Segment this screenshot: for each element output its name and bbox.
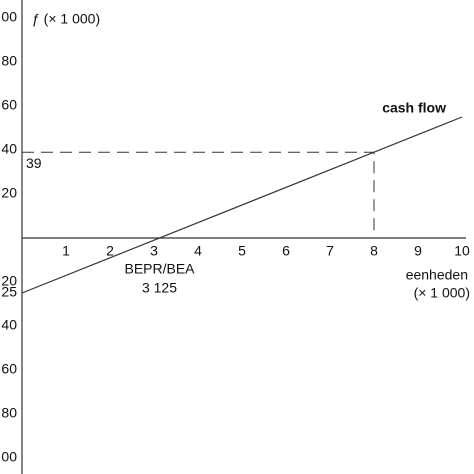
x-tick-label: 6 bbox=[282, 243, 290, 259]
reference-label: 39 bbox=[26, 155, 42, 171]
line bbox=[21, 116, 463, 294]
y-axis-label: ƒ (× 1 000) bbox=[32, 11, 100, 27]
x-tick-label: 3 bbox=[150, 243, 158, 259]
y-tick-label: 25 bbox=[1, 284, 17, 300]
x-tick-label: 5 bbox=[238, 243, 246, 259]
y-tick-label: 00 bbox=[1, 9, 17, 25]
x-tick-label: 7 bbox=[326, 243, 334, 259]
x-tick-label: 1 bbox=[62, 243, 70, 259]
y-tick-label: 60 bbox=[1, 361, 17, 377]
y-tick-label: 40 bbox=[1, 317, 17, 333]
y-tick-label: 80 bbox=[1, 405, 17, 421]
break-even-label: 3 125 bbox=[142, 280, 177, 296]
reference-dash bbox=[22, 151, 375, 238]
x-tick-label: 9 bbox=[414, 243, 422, 259]
y-tick-label: 20 bbox=[1, 273, 17, 289]
break-even-label: BEPR/BEA bbox=[124, 261, 195, 277]
y-tick-label: 20 bbox=[1, 185, 17, 201]
y-tick-label: 60 bbox=[1, 97, 17, 113]
y-tick-label: 80 bbox=[1, 53, 17, 69]
x-axis-label: (× 1 000) bbox=[414, 285, 470, 301]
x-tick-label: 8 bbox=[370, 243, 378, 259]
x-tick-label: 10 bbox=[454, 243, 470, 259]
x-tick-label: 4 bbox=[194, 243, 202, 259]
x-tick-label: 2 bbox=[106, 243, 114, 259]
y-tick-label: 40 bbox=[1, 141, 17, 157]
x-axis-label: eenheden bbox=[406, 267, 468, 283]
series-label: cash flow bbox=[382, 100, 446, 116]
y-tick-label: 00 bbox=[1, 449, 17, 465]
